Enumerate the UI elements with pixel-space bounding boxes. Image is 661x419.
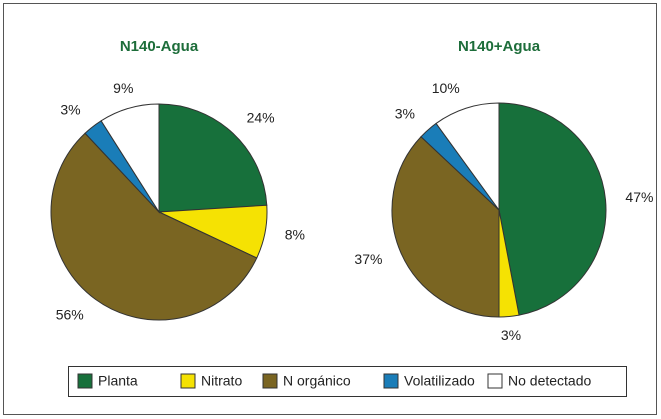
data-label: 3%: [60, 102, 80, 118]
legend-swatch: [487, 373, 503, 389]
legend-swatch: [77, 373, 93, 389]
chart-title: N140-Agua: [120, 38, 199, 55]
pie-slice: [158, 103, 268, 213]
data-label: 24%: [247, 109, 275, 125]
data-label: 3%: [395, 105, 415, 121]
legend-swatch: [262, 373, 278, 389]
legend-swatch: [383, 373, 399, 389]
frame: [3, 3, 657, 415]
data-label: 8%: [285, 227, 305, 243]
data-label: 56%: [56, 306, 84, 322]
chart-title: N140+Agua: [458, 38, 541, 55]
data-label: 47%: [625, 189, 653, 205]
data-label: 37%: [354, 251, 382, 267]
data-label: 9%: [113, 80, 133, 96]
legend-label: Planta: [98, 373, 138, 389]
legend-swatch: [180, 373, 196, 389]
pie-slice: [50, 132, 258, 321]
legend-label: No detectado: [508, 373, 591, 389]
pie-slice: [100, 103, 160, 214]
pie-slice: [391, 136, 500, 318]
legend-label: Volatilizado: [404, 373, 475, 389]
data-label: 3%: [501, 327, 521, 343]
pie-slice: [435, 102, 500, 212]
legend-box: [68, 366, 627, 397]
data-label: 10%: [432, 80, 460, 96]
pie-slice: [498, 102, 607, 316]
legend-label: N orgánico: [283, 373, 351, 389]
legend-label: Nitrato: [201, 373, 242, 389]
